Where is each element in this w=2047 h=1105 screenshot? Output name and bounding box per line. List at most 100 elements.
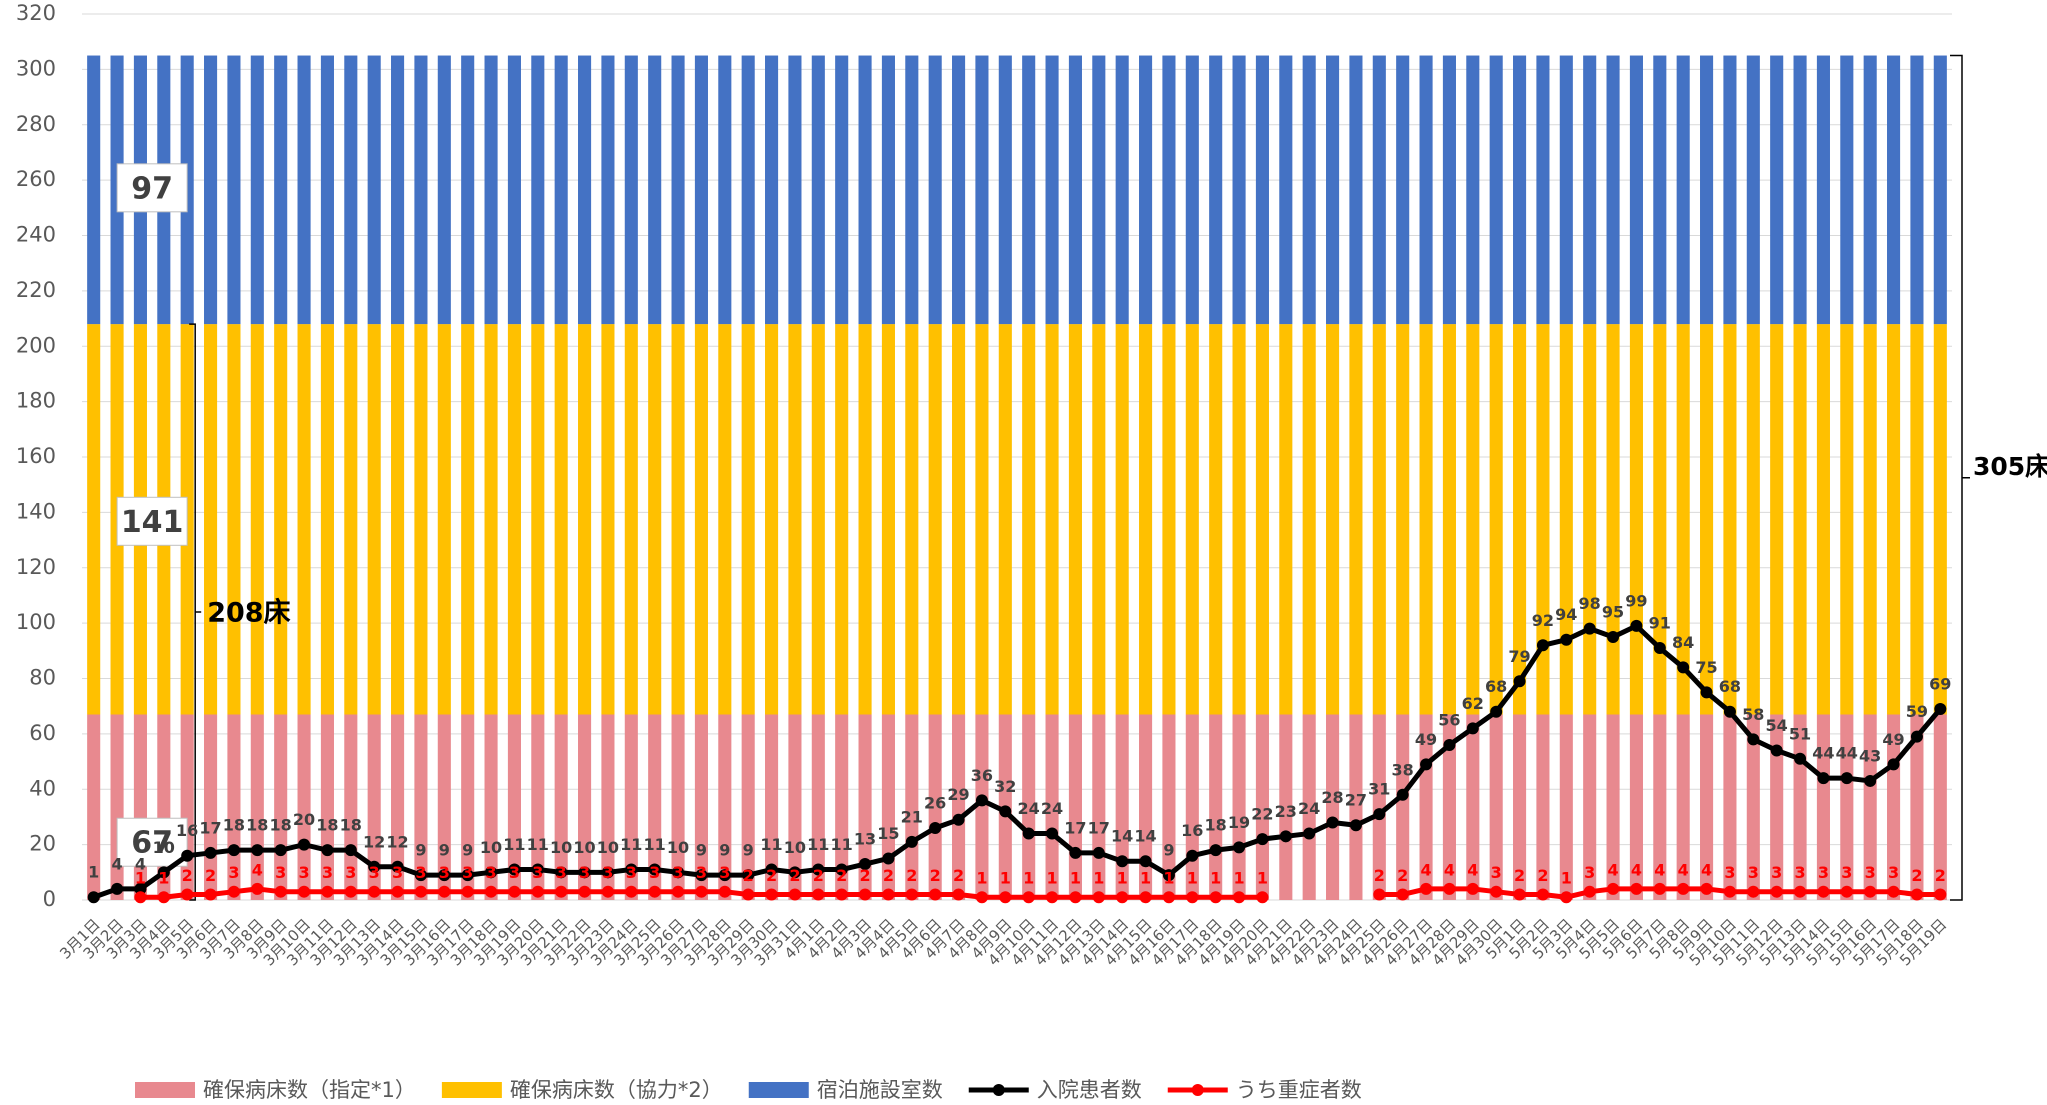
data-label: 11 bbox=[807, 835, 829, 854]
data-label: 2 bbox=[1397, 866, 1408, 885]
bar bbox=[1863, 324, 1877, 715]
line-point bbox=[391, 860, 404, 873]
value-label-box bbox=[116, 496, 188, 546]
line-point bbox=[1022, 827, 1035, 840]
line-point bbox=[1513, 675, 1526, 688]
bar bbox=[741, 324, 755, 715]
bar bbox=[1185, 324, 1199, 715]
line-point bbox=[414, 885, 427, 898]
line-point bbox=[1256, 891, 1269, 904]
line-point bbox=[1233, 841, 1246, 854]
line-point bbox=[298, 838, 311, 851]
bar bbox=[811, 324, 825, 715]
data-label: 10 bbox=[550, 838, 572, 857]
line-point bbox=[1794, 752, 1807, 765]
bar bbox=[1115, 55, 1129, 325]
data-label: 18 bbox=[223, 816, 245, 835]
line-point bbox=[485, 866, 498, 879]
data-label: 9 bbox=[439, 841, 450, 860]
bar bbox=[578, 55, 592, 325]
line-point bbox=[555, 866, 568, 879]
line-point bbox=[835, 888, 848, 901]
bar bbox=[1700, 714, 1714, 900]
data-label: 9 bbox=[743, 841, 754, 860]
bar bbox=[1372, 55, 1386, 325]
bar bbox=[1045, 55, 1059, 325]
bar bbox=[694, 324, 708, 715]
data-label: 1 bbox=[88, 863, 99, 882]
line-point bbox=[999, 891, 1012, 904]
line-point bbox=[1209, 891, 1222, 904]
bar bbox=[87, 55, 101, 325]
data-label: 2 bbox=[906, 866, 917, 885]
data-label: 1 bbox=[1093, 869, 1104, 888]
bar bbox=[1653, 324, 1667, 715]
bar bbox=[1139, 714, 1153, 900]
data-label: 23 bbox=[1275, 802, 1297, 821]
bar bbox=[531, 55, 545, 325]
bar bbox=[1232, 55, 1246, 325]
data-label: 18 bbox=[316, 816, 338, 835]
data-label: 17 bbox=[1088, 818, 1110, 837]
bar bbox=[1279, 55, 1293, 325]
bar bbox=[1933, 714, 1947, 900]
line-point bbox=[1910, 888, 1923, 901]
line-point bbox=[485, 885, 498, 898]
bar bbox=[1326, 714, 1340, 900]
bracket bbox=[189, 323, 202, 901]
bar bbox=[928, 714, 942, 900]
bar bbox=[975, 324, 989, 715]
bar bbox=[1209, 55, 1223, 325]
data-label: 95 bbox=[1602, 602, 1624, 621]
line-point bbox=[1653, 642, 1666, 655]
bar bbox=[1302, 55, 1316, 325]
bar bbox=[648, 324, 662, 715]
bar bbox=[227, 55, 241, 325]
line-point bbox=[368, 885, 381, 898]
line-point bbox=[531, 863, 544, 876]
bar bbox=[741, 55, 755, 325]
bar bbox=[1770, 324, 1784, 715]
bar bbox=[858, 714, 872, 900]
line-point bbox=[1233, 891, 1246, 904]
bar bbox=[274, 324, 288, 715]
line-point bbox=[1069, 891, 1082, 904]
bar bbox=[1326, 324, 1340, 715]
bar bbox=[1419, 324, 1433, 715]
bar bbox=[1606, 324, 1620, 715]
bar bbox=[1419, 55, 1433, 325]
legend-swatch bbox=[135, 1082, 195, 1098]
data-label: 11 bbox=[831, 835, 853, 854]
line-point bbox=[952, 888, 965, 901]
bar bbox=[461, 324, 475, 715]
bar bbox=[1910, 714, 1924, 900]
bar bbox=[391, 55, 405, 325]
data-label: 59 bbox=[1906, 702, 1928, 721]
bar bbox=[507, 55, 521, 325]
line-point bbox=[1046, 827, 1059, 840]
bar bbox=[1372, 324, 1386, 715]
line-point bbox=[87, 891, 100, 904]
data-label: 49 bbox=[1882, 730, 1904, 749]
line-point bbox=[321, 885, 334, 898]
bar bbox=[765, 324, 779, 715]
bar bbox=[952, 55, 966, 325]
data-label: 12 bbox=[363, 832, 385, 851]
line-point bbox=[157, 866, 170, 879]
bar bbox=[998, 324, 1012, 715]
line-point bbox=[882, 888, 895, 901]
data-label: 94 bbox=[1555, 605, 1577, 624]
line-point bbox=[461, 885, 474, 898]
data-label: 9 bbox=[1163, 841, 1174, 860]
data-label: 29 bbox=[947, 785, 969, 804]
data-label: 20 bbox=[293, 810, 315, 829]
line-point bbox=[1396, 788, 1409, 801]
data-label: 16 bbox=[176, 821, 198, 840]
bar bbox=[928, 55, 942, 325]
data-label: 4 bbox=[135, 854, 146, 873]
bar bbox=[1115, 324, 1129, 715]
bar bbox=[1770, 55, 1784, 325]
legend-swatch bbox=[748, 1082, 809, 1098]
line-point bbox=[718, 869, 731, 882]
